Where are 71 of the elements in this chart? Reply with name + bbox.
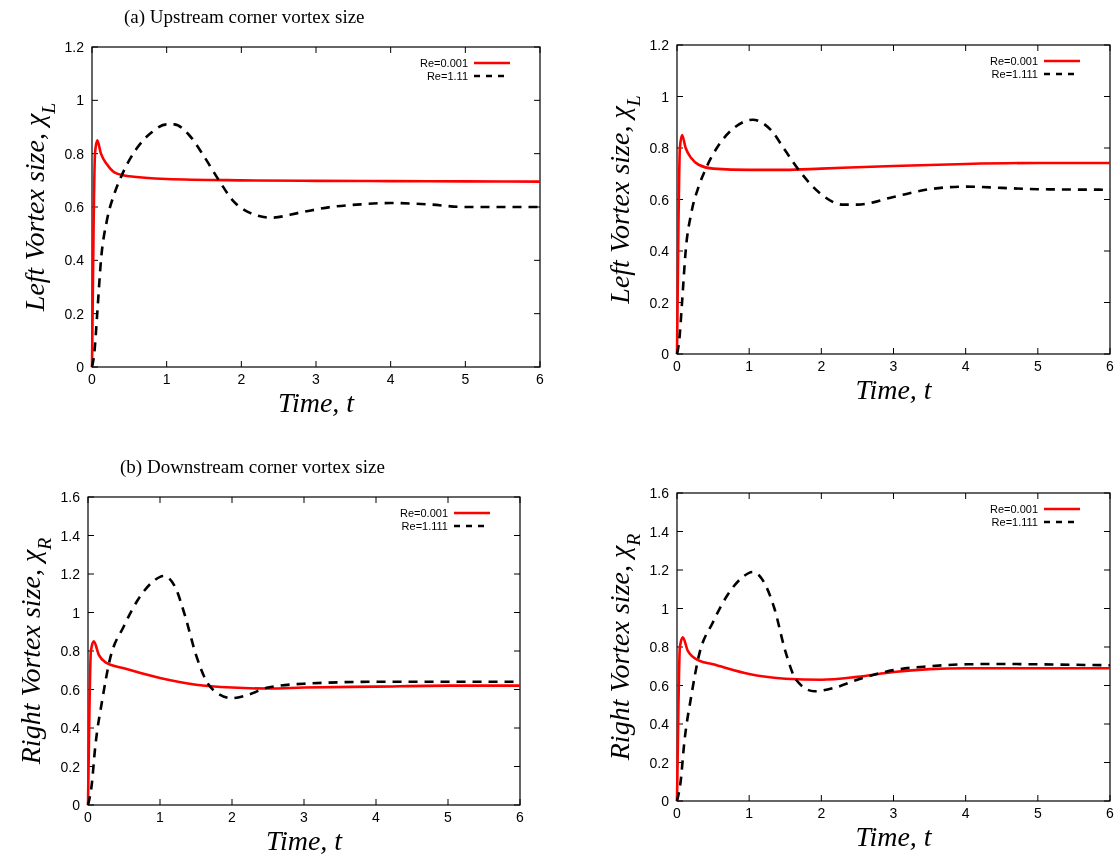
x-tick-label: 6	[536, 371, 545, 387]
legend-label: Re=0.001	[989, 503, 1038, 515]
y-tick-label: 0.2	[64, 305, 85, 322]
x-tick-label: 5	[461, 371, 470, 387]
y-tick-label: 0.6	[649, 191, 670, 208]
x-tick-label: 1	[745, 805, 754, 821]
x-tick-label: 1	[745, 358, 754, 374]
x-tick-label: 2	[817, 805, 826, 821]
y-tick-label: 1.6	[60, 489, 81, 505]
y-tick-label: 1	[76, 92, 85, 109]
x-tick-label: 4	[961, 805, 970, 821]
y-tick-label: 0.2	[60, 758, 81, 775]
y-tick-label: 0.4	[649, 716, 670, 732]
x-tick-label: 0	[88, 371, 97, 387]
x-axis-title: Time, t	[855, 821, 933, 852]
x-tick-label: 3	[312, 371, 321, 387]
y-tick-label: 0.8	[64, 145, 85, 162]
x-tick-label: 2	[228, 809, 237, 825]
x-tick-label: 3	[889, 358, 898, 374]
y-tick-label: 0.8	[60, 643, 81, 659]
y-tick-label: 1.4	[60, 527, 81, 544]
legend-label: Re=1.111	[991, 516, 1038, 528]
legend-label: Re=1.111	[991, 68, 1038, 80]
x-tick-label: 1	[156, 809, 165, 825]
x-tick-label: 1	[162, 371, 171, 387]
y-tick-label: 0.8	[649, 639, 670, 655]
y-tick-label: 0.6	[64, 199, 85, 215]
y-tick-label: 0.4	[64, 252, 85, 269]
x-tick-label: 0	[673, 805, 682, 821]
x-tick-label: 0	[673, 358, 682, 374]
x-tick-label: 4	[961, 358, 970, 374]
y-tick-label: 1	[661, 600, 670, 617]
y-tick-label: 0.6	[60, 681, 81, 698]
y-tick-label: 0.2	[649, 294, 670, 311]
y-tick-label: 1	[661, 88, 670, 105]
x-tick-label: 6	[1106, 805, 1115, 821]
y-tick-label: 0.6	[649, 677, 670, 694]
y-tick-label: 1.2	[60, 566, 81, 582]
x-tick-label: 5	[1033, 358, 1042, 374]
x-axis-title: Time, t	[855, 374, 933, 405]
y-tick-label: 0.4	[649, 243, 670, 259]
legend-label: Re=0.001	[419, 57, 468, 69]
chart-title: (a) Upstream corner vortex size	[124, 6, 365, 28]
x-tick-label: 3	[889, 805, 898, 821]
x-tick-label: 5	[1033, 805, 1042, 821]
x-tick-label: 4	[386, 371, 395, 387]
y-tick-label: 1.2	[649, 37, 670, 53]
y-tick-label: 1.6	[649, 485, 670, 501]
y-tick-label: 0.2	[649, 754, 670, 771]
x-tick-label: 4	[372, 809, 381, 825]
legend-label: Re=0.001	[989, 55, 1038, 67]
x-tick-label: 3	[300, 809, 309, 825]
y-tick-label: 1.2	[64, 39, 85, 55]
y-tick-label: 0	[661, 793, 670, 809]
y-tick-label: 1	[72, 604, 81, 621]
y-tick-label: 0.4	[60, 720, 81, 736]
legend-label: Re=1.111	[401, 520, 448, 532]
legend-label: Re=1.11	[426, 70, 468, 82]
y-tick-label: 0.8	[649, 140, 670, 156]
legend-label: Re=0.001	[399, 507, 448, 519]
x-tick-label: 2	[237, 371, 246, 387]
x-tick-label: 6	[516, 809, 525, 825]
y-tick-label: 1.4	[649, 523, 670, 540]
x-tick-label: 2	[817, 358, 826, 374]
y-tick-label: 1.2	[649, 562, 670, 578]
y-tick-label: 0	[661, 346, 670, 362]
x-tick-label: 5	[444, 809, 453, 825]
chart-title: (b) Downstream corner vortex size	[120, 456, 385, 478]
x-axis-title: Time, t	[265, 825, 344, 856]
x-axis-title: Time, t	[277, 387, 356, 418]
x-tick-label: 6	[1106, 358, 1115, 374]
